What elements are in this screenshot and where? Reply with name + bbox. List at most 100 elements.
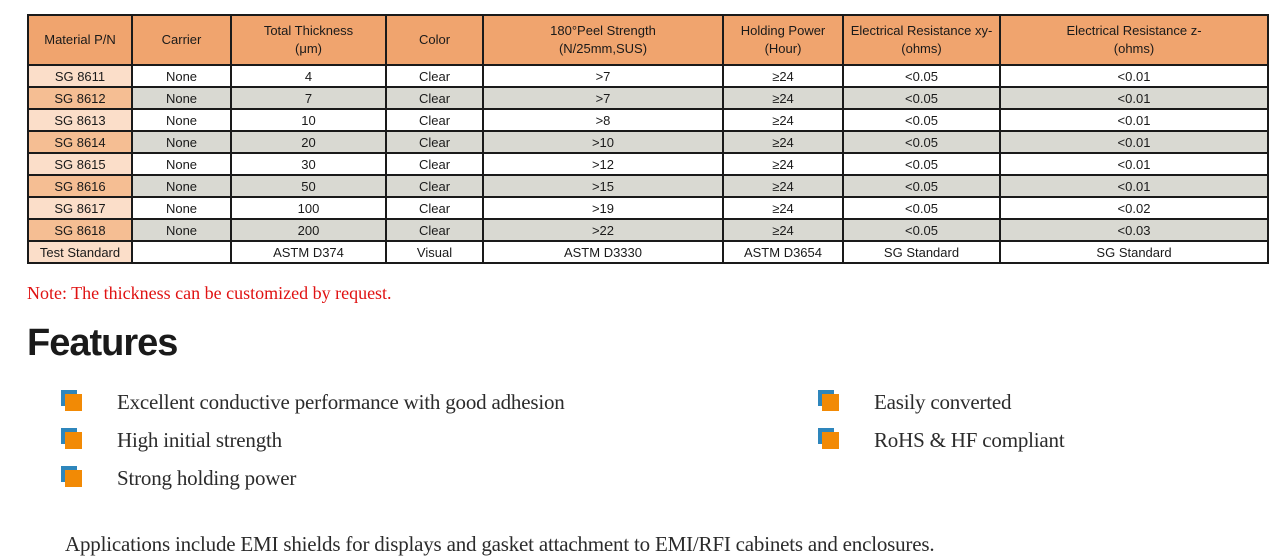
spec-cell: None: [131, 86, 232, 110]
spec-cell: ASTM D374: [230, 240, 387, 264]
table-row: SG 8616 None 50 Clear >15 ≥24 <0.05 <0.01: [27, 174, 1269, 198]
column-header: 180°Peel Strength (N/25mm,SUS): [482, 14, 724, 66]
feature-item: Excellent conductive performance with go…: [61, 390, 822, 414]
spec-cell: [131, 240, 232, 264]
bullet-square-icon: [818, 428, 839, 449]
bullet-square-icon: [61, 390, 82, 411]
spec-cell: ≥24: [722, 130, 844, 154]
spec-cell: Clear: [385, 130, 484, 154]
spec-cell: ≥24: [722, 218, 844, 242]
spec-cell: <0.01: [999, 64, 1269, 88]
spec-cell: <0.01: [999, 152, 1269, 176]
spec-cell: None: [131, 64, 232, 88]
material-pn-cell: SG 8617: [27, 196, 133, 220]
spec-cell: <0.05: [842, 86, 1001, 110]
column-header: Color: [385, 14, 484, 66]
spec-cell: >7: [482, 64, 724, 88]
feature-item-label: RoHS & HF compliant: [874, 428, 1065, 452]
spec-cell: <0.05: [842, 218, 1001, 242]
spec-cell: Clear: [385, 174, 484, 198]
spec-cell: Clear: [385, 108, 484, 132]
spec-cell: 4: [230, 64, 387, 88]
material-pn-cell: SG 8611: [27, 64, 133, 88]
spec-cell: >10: [482, 130, 724, 154]
spec-table-body: SG 8611 None 4 Clear >7 ≥24 <0.05 <0.01 SG 8612 N…: [27, 64, 1269, 264]
material-pn-cell: Test Standard: [27, 240, 133, 264]
spec-cell: <0.01: [999, 130, 1269, 154]
column-header: Electrical Resistance z- (ohms): [999, 14, 1269, 66]
spec-cell: Clear: [385, 152, 484, 176]
table-row: SG 8617 None 100 Clear >19 ≥24 <0.05 <0.02: [27, 196, 1269, 220]
material-pn-cell: SG 8615: [27, 152, 133, 176]
table-row: SG 8613 None 10 Clear >8 ≥24 <0.05 <0.01: [27, 108, 1269, 132]
spec-cell: ≥24: [722, 196, 844, 220]
spec-cell: >12: [482, 152, 724, 176]
feature-item: RoHS & HF compliant: [818, 428, 1065, 452]
spec-cell: 50: [230, 174, 387, 198]
feature-item-label: Easily converted: [874, 390, 1012, 414]
spec-cell: 10: [230, 108, 387, 132]
note-text: Note: The thickness can be customized by…: [27, 283, 392, 303]
column-header: Total Thickness (μm): [230, 14, 387, 66]
feature-item: High initial strength: [61, 428, 822, 452]
spec-cell: Clear: [385, 86, 484, 110]
spec-cell: ASTM D3654: [722, 240, 844, 264]
feature-item-label: High initial strength: [117, 428, 282, 452]
spec-cell: <0.01: [999, 174, 1269, 198]
spec-cell: <0.05: [842, 108, 1001, 132]
spec-cell: >22: [482, 218, 724, 242]
table-row: SG 8612 None 7 Clear >7 ≥24 <0.05 <0.01: [27, 86, 1269, 110]
spec-cell: ≥24: [722, 108, 844, 132]
table-row: Test Standard ASTM D374 Visual ASTM D3330 AS…: [27, 240, 1269, 264]
spec-table: Material P/N Carrier Total Thickness (μm) C…: [27, 14, 1269, 264]
bullet-square-icon: [61, 428, 82, 449]
table-row: SG 8615 None 30 Clear >12 ≥24 <0.05 <0.01: [27, 152, 1269, 176]
material-pn-cell: SG 8616: [27, 174, 133, 198]
spec-cell: <0.05: [842, 130, 1001, 154]
spec-cell: None: [131, 130, 232, 154]
spec-cell: Clear: [385, 196, 484, 220]
bullet-square-icon: [818, 390, 839, 411]
spec-cell: 7: [230, 86, 387, 110]
spec-table-header-row: Material P/N Carrier Total Thickness (μm) C…: [27, 14, 1269, 66]
spec-cell: <0.02: [999, 196, 1269, 220]
spec-cell: ≥24: [722, 64, 844, 88]
spec-cell: >8: [482, 108, 724, 132]
spec-cell: 20: [230, 130, 387, 154]
material-pn-cell: SG 8612: [27, 86, 133, 110]
spec-cell: <0.05: [842, 196, 1001, 220]
column-header: Carrier: [131, 14, 232, 66]
feature-item: Easily converted: [818, 390, 1064, 414]
table-row: SG 8618 None 200 Clear >22 ≥24 <0.05 <0.03: [27, 218, 1269, 242]
feature-item-label: Excellent conductive performance with go…: [117, 390, 565, 414]
column-header: Electrical Resistance xy- (ohms): [842, 14, 1001, 66]
spec-cell: 30: [230, 152, 387, 176]
spec-cell: SG Standard: [842, 240, 1001, 264]
spec-cell: >15: [482, 174, 724, 198]
spec-cell: ≥24: [722, 174, 844, 198]
spec-cell: >7: [482, 86, 724, 110]
spec-cell: <0.05: [842, 64, 1001, 88]
spec-cell: Clear: [385, 218, 484, 242]
spec-cell: Visual: [385, 240, 484, 264]
spec-cell: <0.01: [999, 86, 1269, 110]
spec-cell: ≥24: [722, 86, 844, 110]
material-pn-cell: SG 8614: [27, 130, 133, 154]
features-list-right: Easily converted RoHS & HF compliant: [818, 390, 1065, 506]
spec-cell: <0.01: [999, 108, 1269, 132]
bullet-square-icon: [61, 466, 82, 487]
spec-cell: ≥24: [722, 152, 844, 176]
spec-cell: None: [131, 218, 232, 242]
material-pn-cell: SG 8613: [27, 108, 133, 132]
spec-cell: <0.05: [842, 174, 1001, 198]
table-row: SG 8611 None 4 Clear >7 ≥24 <0.05 <0.01: [27, 64, 1269, 88]
feature-item: Strong holding power: [61, 466, 822, 490]
spec-cell: >19: [482, 196, 724, 220]
feature-item-label: Strong holding power: [117, 466, 297, 490]
column-header: Material P/N: [27, 14, 133, 66]
spec-cell: Clear: [385, 64, 484, 88]
spec-cell: ASTM D3330: [482, 240, 724, 264]
material-pn-cell: SG 8618: [27, 218, 133, 242]
features-heading: Features: [27, 322, 178, 364]
